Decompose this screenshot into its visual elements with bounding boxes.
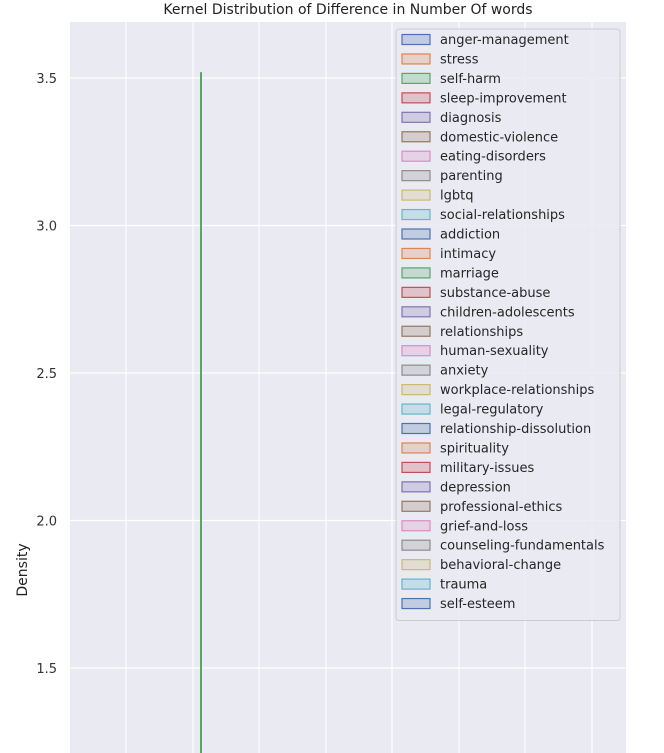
legend-swatch — [401, 92, 431, 104]
legend-frame — [395, 28, 621, 621]
legend-swatch — [401, 384, 431, 396]
legend-label: domestic-violence — [440, 130, 558, 145]
legend-label: grief-and-loss — [440, 519, 528, 534]
legend-label: diagnosis — [440, 111, 502, 126]
legend-swatch — [401, 306, 431, 318]
legend-swatch — [401, 578, 431, 590]
legend-swatch — [401, 131, 431, 143]
legend-swatch — [401, 597, 431, 610]
legend-label: behavioral-change — [440, 558, 561, 573]
legend-label: eating-disorders — [440, 150, 546, 165]
y-tick-label: 1.5 — [36, 662, 57, 677]
legend-label: anxiety — [440, 364, 489, 379]
legend-swatch — [401, 111, 431, 123]
legend-label: self-harm — [440, 72, 501, 87]
legend-swatch — [401, 33, 431, 46]
legend-swatch — [401, 520, 431, 532]
legend-label: children-adolescents — [440, 305, 575, 320]
legend: anger-management stress self-harm sleep-imp… — [395, 28, 621, 621]
legend-swatch — [401, 72, 431, 85]
legend-label: intimacy — [440, 247, 496, 262]
legend-swatch — [401, 189, 431, 201]
legend-swatch — [401, 500, 431, 512]
legend-label: human-sexuality — [440, 344, 549, 359]
y-axis-label: Density — [15, 543, 31, 596]
legend-swatch — [401, 325, 431, 337]
y-tick-label: 2.5 — [36, 367, 57, 382]
legend-swatch — [401, 267, 431, 279]
legend-swatch — [401, 286, 431, 298]
legend-label: depression — [440, 480, 511, 495]
legend-label: stress — [440, 52, 479, 67]
legend-label: relationship-dissolution — [440, 422, 591, 437]
legend-label: addiction — [440, 228, 500, 243]
legend-label: social-relationships — [440, 208, 565, 223]
legend-swatch — [401, 247, 431, 260]
legend-label: spirituality — [440, 441, 509, 456]
legend-label: counseling-fundamentals — [440, 539, 605, 554]
legend-swatch — [401, 364, 431, 376]
legend-swatch — [401, 442, 431, 454]
legend-label: marriage — [440, 266, 499, 281]
y-axis-tick-labels: 1.5 2.0 2.5 3.0 3.5 — [36, 72, 57, 677]
legend-label: sleep-improvement — [440, 91, 567, 106]
legend-label: relationships — [440, 325, 523, 340]
legend-label: professional-ethics — [440, 500, 563, 515]
legend-label: parenting — [440, 169, 503, 184]
legend-swatch — [401, 208, 431, 221]
legend-label: lgbtq — [440, 189, 473, 204]
chart-title: Kernel Distribution of Difference in Num… — [163, 2, 532, 18]
legend-label: workplace-relationships — [440, 383, 595, 398]
legend-swatch — [401, 461, 431, 473]
y-tick-label: 2.0 — [36, 515, 57, 530]
legend-swatch — [401, 539, 431, 551]
legend-swatch — [401, 559, 431, 571]
legend-label: substance-abuse — [440, 286, 550, 301]
legend-swatch — [401, 53, 431, 65]
legend-label: self-esteem — [440, 597, 515, 612]
legend-label: anger-management — [440, 33, 569, 48]
legend-label: legal-regulatory — [440, 403, 544, 418]
legend-swatch — [401, 481, 431, 493]
legend-label: military-issues — [440, 461, 534, 476]
legend-swatch — [401, 403, 431, 415]
legend-swatch — [401, 150, 431, 162]
y-tick-label: 3.0 — [36, 220, 57, 235]
legend-swatch — [401, 228, 431, 240]
legend-label: trauma — [440, 578, 487, 593]
legend-swatch — [401, 345, 431, 357]
legend-swatch — [401, 422, 431, 435]
legend-swatch — [401, 170, 431, 182]
y-tick-label: 3.5 — [36, 72, 57, 87]
